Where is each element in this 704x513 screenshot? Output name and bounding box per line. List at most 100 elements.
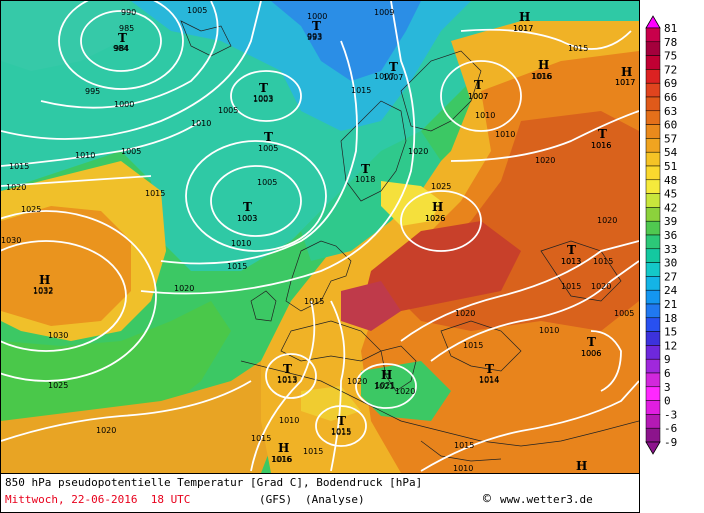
low-value: 1013 — [561, 257, 581, 266]
caption-credit[interactable]: www.wetter3.de — [500, 493, 593, 506]
isobar-label: 1016 — [531, 72, 551, 81]
low-value: 1013 — [277, 376, 297, 385]
low-symbol: T — [337, 414, 346, 428]
low-symbol: T — [598, 127, 607, 141]
high-symbol: H — [621, 65, 632, 79]
low-symbol: T — [283, 362, 292, 376]
high-symbol: H — [538, 58, 549, 72]
legend-label: 39 — [664, 215, 677, 228]
cold-low-nw — [1, 1, 131, 71]
high-value: 1017 — [513, 24, 533, 33]
legend-label: 72 — [664, 63, 677, 76]
legend-swatch — [645, 41, 661, 56]
isobar-label: 1007 — [468, 92, 488, 101]
legend-swatch — [645, 234, 661, 250]
isobar-label: 1013 — [561, 257, 581, 266]
low-value: 1018 — [355, 175, 375, 184]
isobar-label: 1025 — [431, 182, 451, 191]
high-value: 1016 — [272, 455, 292, 464]
low-value: 1005 — [258, 144, 278, 153]
legend-swatch — [645, 82, 661, 98]
legend-swatch — [645, 303, 661, 319]
low-symbol: T — [567, 243, 576, 257]
coldest-core — [271, 1, 421, 81]
legend-label: 18 — [664, 312, 677, 325]
legend-label: 42 — [664, 201, 677, 214]
isobar-label: 1010 — [75, 151, 95, 160]
isobar-label: 1005 — [257, 178, 277, 187]
legend-label: 3 — [664, 381, 671, 394]
legend-label: 24 — [664, 284, 678, 297]
low-value: 1016 — [591, 141, 611, 150]
isobar-label: 1003 — [237, 214, 257, 223]
low-symbol: T — [485, 362, 494, 376]
isobar-label: 1005 — [614, 309, 634, 318]
isobar-label: 1007 — [374, 72, 394, 81]
legend-label: 54 — [664, 146, 678, 159]
legend-label: 45 — [664, 188, 677, 201]
low-symbol: T — [389, 60, 398, 74]
legend-swatch — [645, 55, 661, 70]
legend-swatch — [645, 345, 661, 360]
legend-label: -3 — [664, 408, 677, 421]
high-symbol: H — [432, 200, 443, 214]
legend-swatch — [645, 427, 661, 443]
high-value: 1032 — [33, 287, 53, 296]
high-symbol: H — [278, 441, 289, 455]
legend-swatch — [645, 289, 661, 305]
legend-swatch — [645, 96, 661, 112]
legend-swatch — [645, 165, 661, 181]
med-yellow — [301, 386, 361, 421]
legend-label: 57 — [664, 132, 677, 145]
legend-swatch — [645, 386, 661, 401]
isobar-label: 1015 — [568, 44, 588, 53]
isobar-label: 1006 — [581, 349, 601, 358]
legend-swatch — [645, 400, 661, 415]
isobar-label: 1015 — [593, 257, 613, 266]
isobar-label: 1016 — [591, 141, 611, 150]
isobar-label: 1020 — [96, 426, 116, 435]
legend-swatch — [645, 124, 661, 139]
legend-label: 81 — [664, 22, 677, 35]
legend-label: 21 — [664, 298, 677, 311]
isobar-label: 1000 — [114, 100, 134, 109]
isobar-label: 1000 — [307, 12, 327, 21]
isobar-label: 1010 — [453, 464, 473, 473]
low-symbol: T — [259, 81, 268, 95]
hot-core-alps — [341, 281, 401, 331]
low-value: 1007 — [468, 92, 488, 101]
legend-label: -6 — [664, 422, 677, 435]
high-symbol: H — [576, 459, 587, 473]
high-symbol: H — [519, 10, 530, 24]
isobar-label: 1020 — [347, 377, 367, 386]
low-symbol: T — [474, 78, 483, 92]
isobar-label: 1015 — [304, 297, 324, 306]
isobar-label: 985 — [119, 24, 134, 33]
isobar-label: 993 — [307, 32, 322, 41]
legend-swatch — [645, 207, 661, 222]
isobar-label: 1015 — [145, 189, 165, 198]
low-symbol: T — [312, 19, 321, 33]
isobar-label: 1015 — [463, 341, 483, 350]
isobar-label: 1010 — [231, 239, 251, 248]
legend-swatch — [645, 331, 661, 346]
isobar-label: 1015 — [454, 441, 474, 450]
legend-swatch — [645, 110, 661, 125]
low-symbol: T — [118, 31, 127, 45]
isobar-label: 1020 — [591, 282, 611, 291]
isobar-label: 1010 — [539, 326, 559, 335]
isobar-label: 1025 — [48, 381, 68, 390]
isobar-label: 1005 — [218, 106, 238, 115]
low-symbol: T — [587, 335, 596, 349]
caption-date: Mittwoch, 22-06-2016 18 UTC — [5, 493, 191, 506]
isobar-label: 1032 — [33, 286, 53, 295]
hot-core-central — [361, 221, 521, 311]
high-value: 1026 — [425, 214, 445, 223]
isobar-label: 1016 — [271, 455, 291, 464]
legend-label: 0 — [664, 395, 671, 408]
legend-label: 75 — [664, 50, 677, 63]
legend-label: 60 — [664, 119, 677, 132]
isobar-label: 1013 — [277, 375, 297, 384]
isobar-label: 1015 — [227, 262, 247, 271]
temperature-legend: 81 78 75 72 69 66 63 60 57 54 51 48 45 42 39 36 33 30 27 24… — [640, 0, 704, 474]
